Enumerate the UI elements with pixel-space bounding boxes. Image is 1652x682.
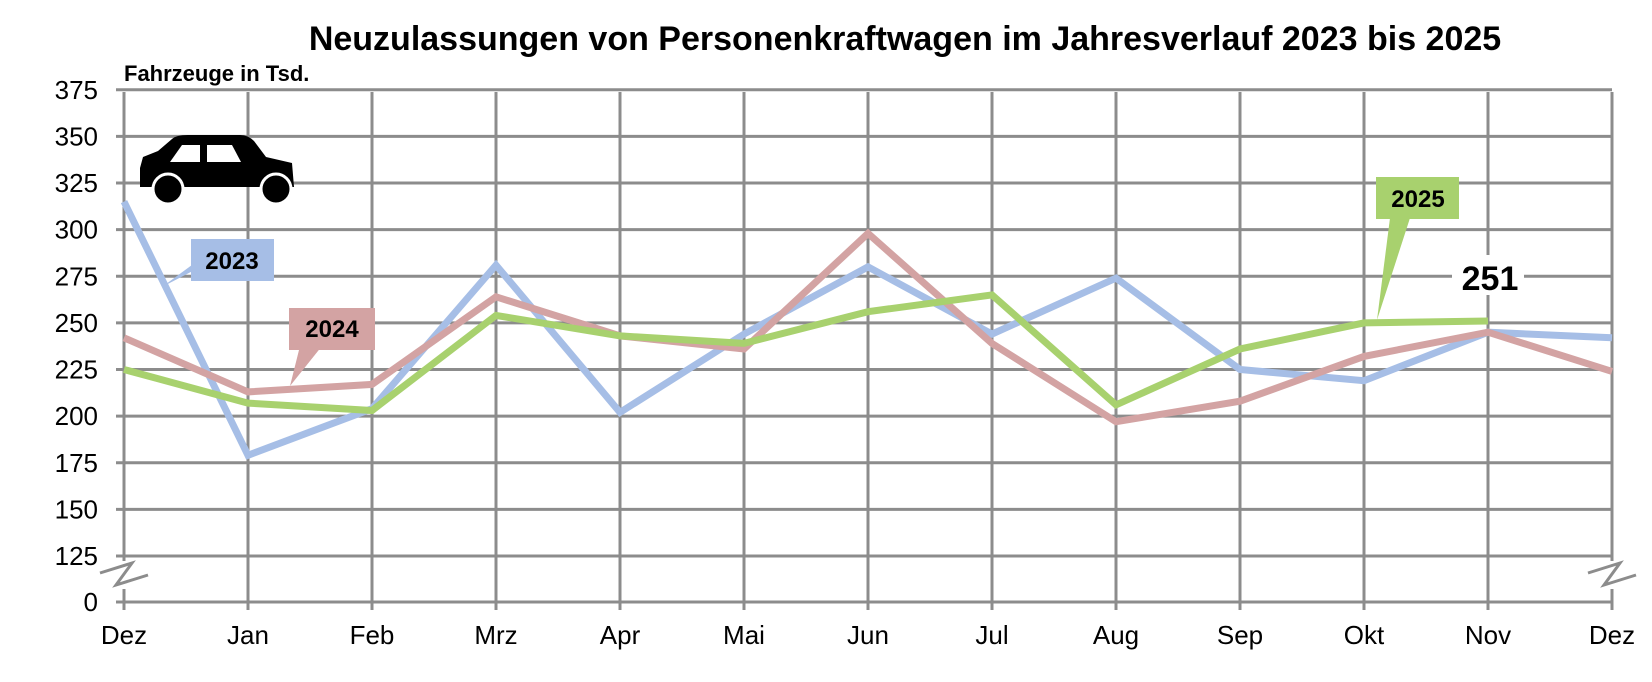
x-tick-label-apr-4: Apr [600,620,641,650]
x-tick-label-aug-8: Aug [1093,620,1139,650]
legend-label-2023: 2023 [205,248,258,275]
car-icon [140,135,294,206]
legend-label-2025: 2025 [1391,186,1444,213]
callout-box-2025 [1376,177,1459,219]
chart-title: Neuzulassungen von Personenkraftwagen im… [309,20,1501,58]
y-tick-label-150: 150 [55,494,98,524]
series-line-2024 [122,228,1614,426]
y-tick-label-200: 200 [55,401,98,431]
y-tick-label-300: 300 [55,215,98,245]
y-tick-label-175: 175 [55,448,98,478]
callout-box-2023 [191,239,274,281]
axes [98,88,1638,610]
y-tick-label-375: 375 [55,75,98,105]
x-tick-label-dez-12: Dez [1589,620,1635,650]
x-tick-label-okt-10: Okt [1344,620,1385,650]
x-tick-label-jun-6: Jun [847,620,889,650]
legend-label-2024: 2024 [305,316,359,343]
callout-pointer-2024 [290,346,322,386]
annotation-bg-251 [1452,255,1524,295]
callout-box-2024 [289,308,375,350]
y-axis-unit-label: Fahrzeuge in Tsd. [124,61,309,86]
x-tick-label-mrz-3: Mrz [474,620,517,650]
x-tick-label-jan-1: Jan [227,620,269,650]
tick-labels: 0 125 150 175 200 225 250 275 300 325 350 375 Dez Jan… [55,75,1636,650]
x-tick-label-sep-9: Sep [1217,620,1263,650]
series-lines [120,200,1614,460]
x-tick-label-nov-11: Nov [1465,620,1511,650]
y-tick-label-350: 350 [55,121,98,151]
axis-break-symbol-0 [99,560,149,588]
series-callouts: 2023 2024 2025 [162,177,1459,386]
y-tick-label-0: 0 [84,587,98,617]
annotation-label-251: 251 [1462,260,1519,298]
x-tick-label-mai-5: Mai [723,620,765,650]
series-line-2025 [123,291,1489,415]
callout-pointer-2025 [1377,218,1410,320]
x-tick-label-feb-2: Feb [350,620,395,650]
y-tick-label-125: 125 [55,541,98,571]
x-tick-label-jul-7: Jul [975,620,1008,650]
annotations: 251 [1452,255,1524,298]
axis-break-symbol-1 [1587,560,1637,588]
y-tick-label-225: 225 [55,355,98,385]
x-tick-label-dez-0: Dez [101,620,147,650]
y-tick-label-325: 325 [55,168,98,198]
y-tick-label-250: 250 [55,308,98,338]
y-tick-label-275: 275 [55,261,98,291]
